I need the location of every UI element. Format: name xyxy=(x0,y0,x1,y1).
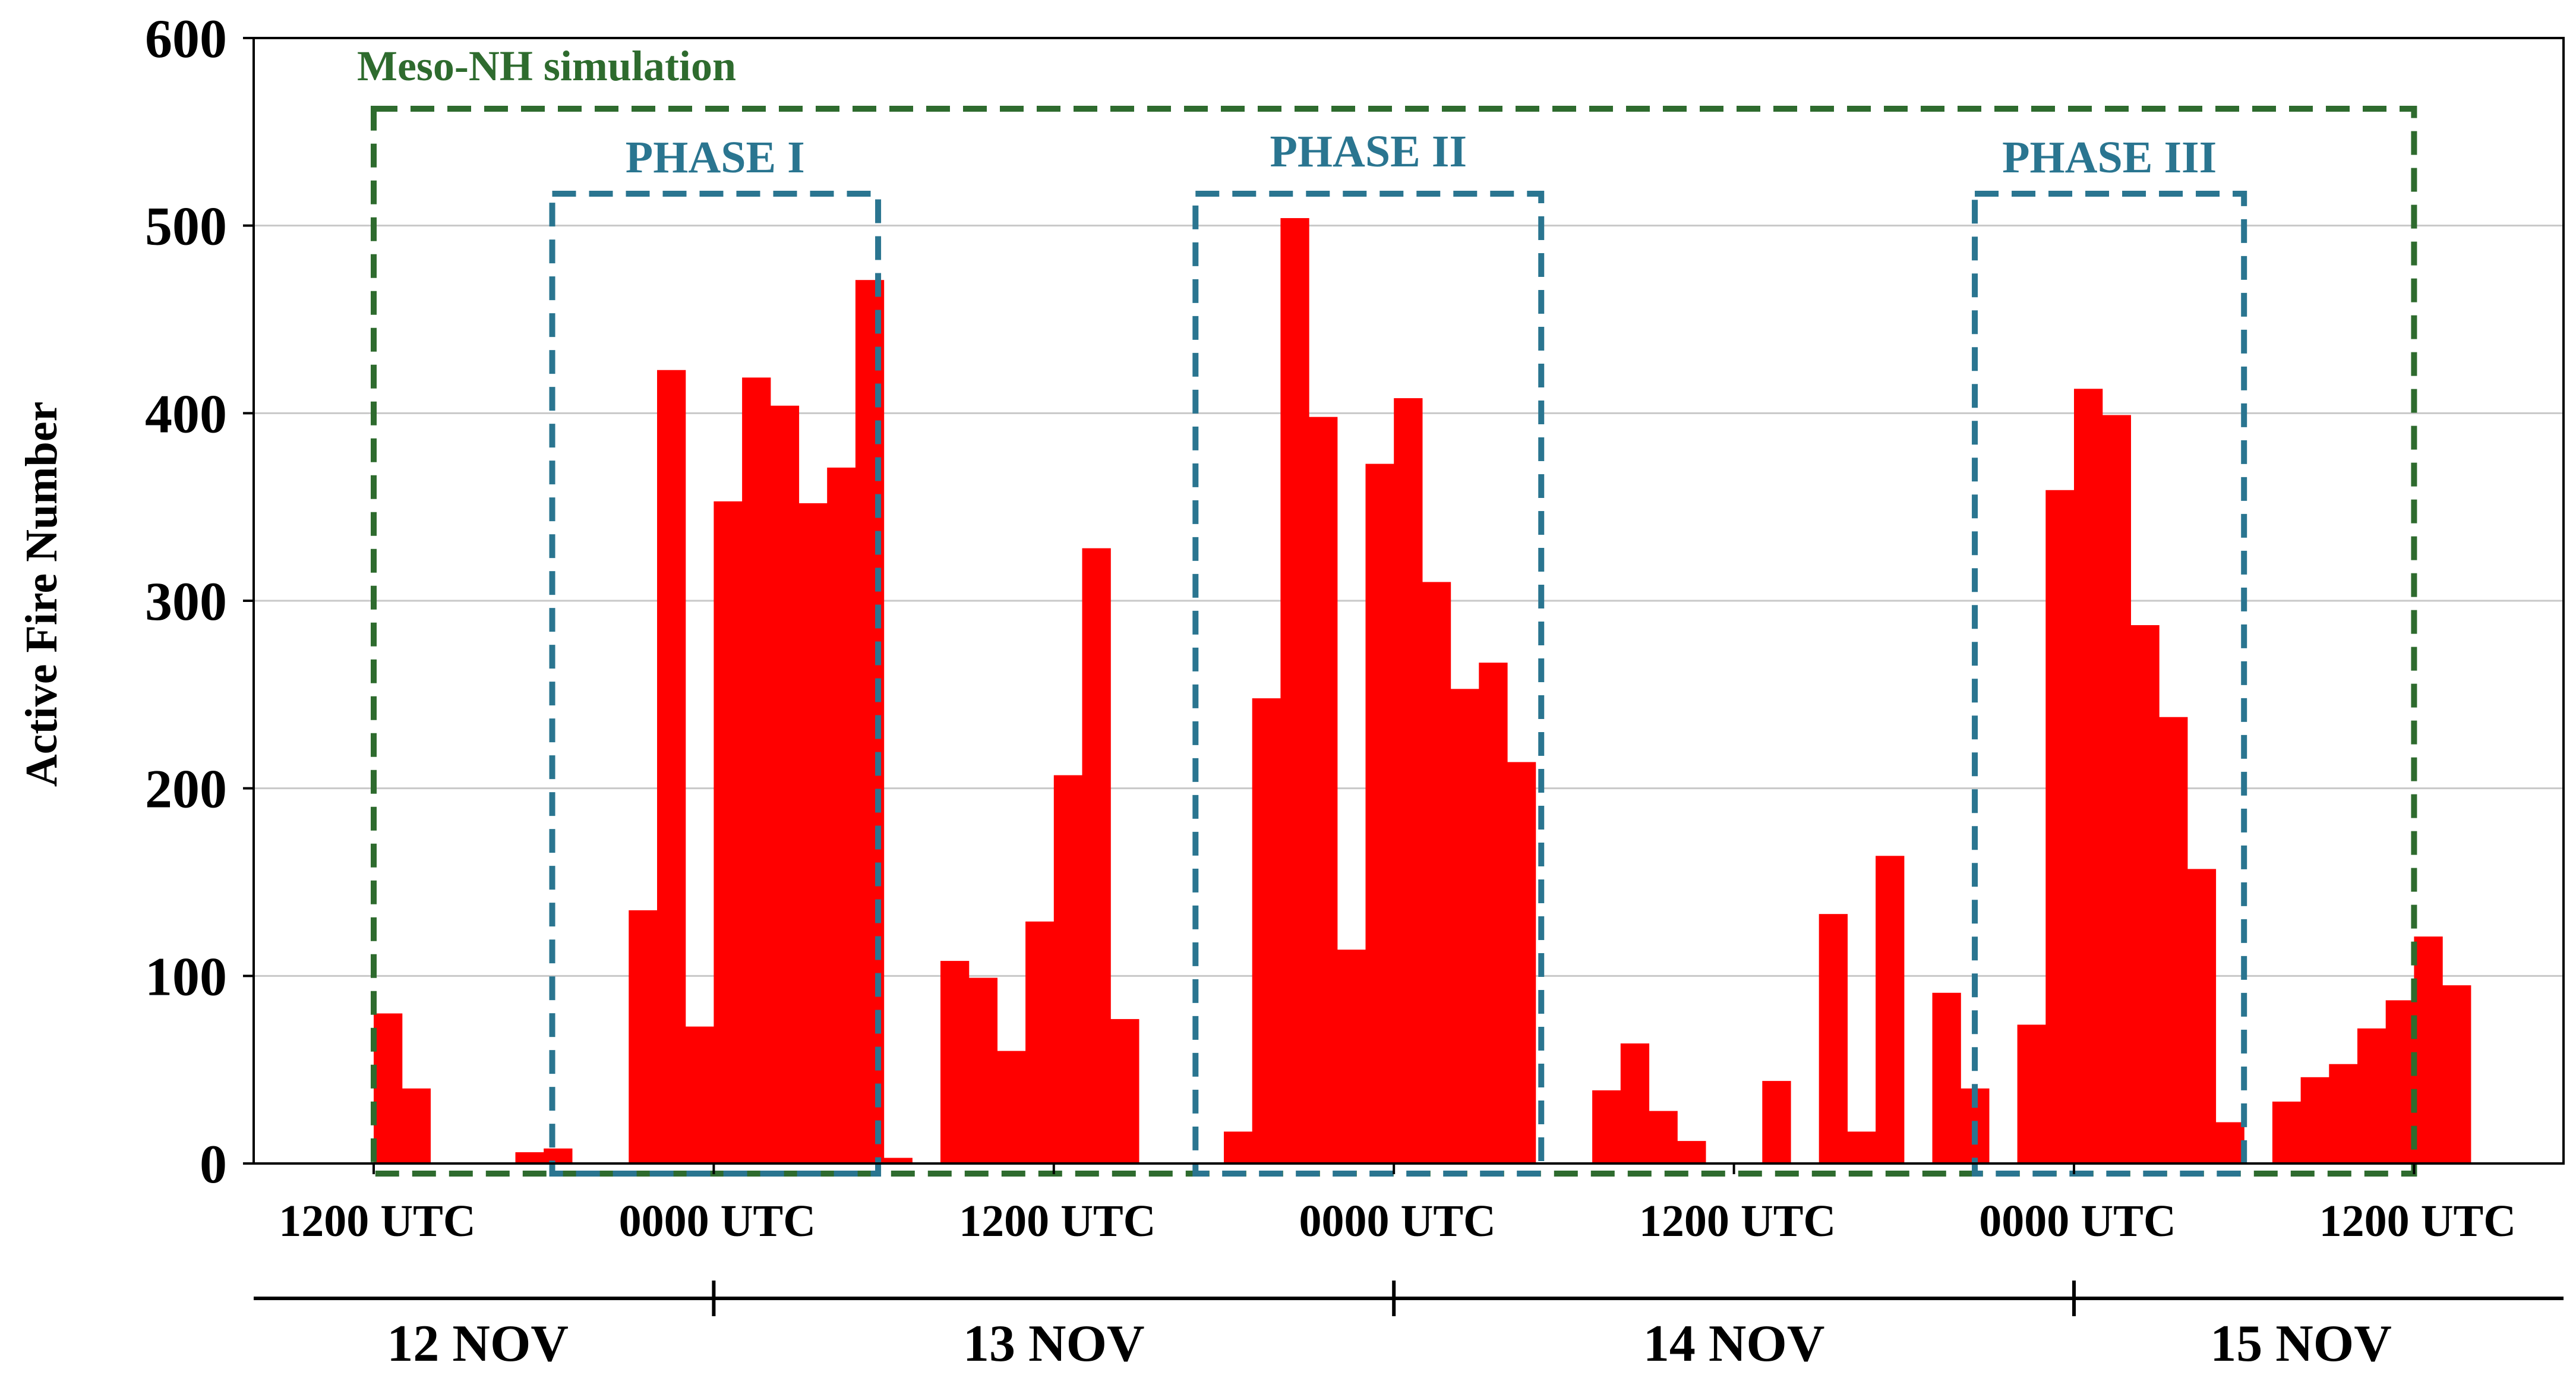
y-tick-label-100: 100 xyxy=(145,946,227,1007)
bar-32 xyxy=(1280,218,1309,1163)
bar-13 xyxy=(742,377,771,1163)
bar-49 xyxy=(1762,1081,1791,1163)
annotation-label-1: PHASE I xyxy=(626,133,805,182)
y-tick-label-600: 600 xyxy=(145,8,227,69)
y-tick-label-500: 500 xyxy=(145,196,227,257)
bar-6 xyxy=(544,1148,573,1163)
x-tick-label-5: 0000 UTC xyxy=(1979,1196,2176,1246)
bar-33 xyxy=(1309,417,1338,1163)
bar-44 xyxy=(1620,1043,1650,1163)
bar-11 xyxy=(685,1026,714,1163)
bar-34 xyxy=(1337,950,1366,1163)
annotation-box-1 xyxy=(549,191,882,1177)
bar-51 xyxy=(1819,914,1848,1163)
bar-63 xyxy=(2159,717,2188,1163)
bar-59 xyxy=(2045,490,2075,1164)
annotation-boxes: Meso-NH simulation PHASE I PHASE II PHASE I… xyxy=(357,42,2417,1177)
bar-18 xyxy=(883,1158,913,1163)
day-label-1: 13 NOV xyxy=(963,1315,1145,1373)
bar-23 xyxy=(1025,921,1055,1163)
day-label-2: 14 NOV xyxy=(1643,1315,1825,1373)
y-tick-label-200: 200 xyxy=(145,759,227,819)
bar-39 xyxy=(1479,663,1508,1163)
x-tick-label-3: 0000 UTC xyxy=(1299,1196,1495,1246)
annotation-label-0: Meso-NH simulation xyxy=(357,42,736,90)
bar-52 xyxy=(1847,1131,1876,1163)
bar-67 xyxy=(2272,1101,2302,1163)
bar-55 xyxy=(1932,992,1961,1163)
day-label-0: 12 NOV xyxy=(387,1315,569,1373)
annotation-label-2: PHASE II xyxy=(1270,127,1467,176)
bar-46 xyxy=(1677,1141,1706,1163)
bars-group xyxy=(374,218,2471,1164)
y-tick-labels: 0 100 200 300 400 500 600 xyxy=(145,8,227,1194)
bar-26 xyxy=(1110,1018,1139,1163)
x-tick-label-0: 1200 UTC xyxy=(279,1196,475,1246)
bar-64 xyxy=(2187,869,2217,1163)
bar-38 xyxy=(1450,689,1479,1163)
bar-69 xyxy=(2329,1064,2358,1163)
bar-36 xyxy=(1394,398,1423,1163)
bar-43 xyxy=(1592,1090,1621,1163)
bar-24 xyxy=(1053,775,1083,1163)
annotation-box-0 xyxy=(371,106,2417,1177)
x-tick-labels: 1200 UTC 0000 UTC 1200 UTC 0000 UTC 1200 UTC… xyxy=(279,1196,2516,1246)
bar-12 xyxy=(714,501,743,1163)
day-axis: 12 NOV 13 NOV 14 NOV 15 NOV xyxy=(254,1281,2564,1373)
bar-16 xyxy=(827,467,856,1163)
bar-71 xyxy=(2385,1000,2414,1163)
bar-30 xyxy=(1224,1131,1253,1163)
bar-22 xyxy=(997,1051,1026,1163)
bar-21 xyxy=(968,977,997,1163)
bar-5 xyxy=(515,1152,544,1163)
bar-60 xyxy=(2074,389,2103,1164)
bar-35 xyxy=(1365,463,1394,1163)
bar-15 xyxy=(798,503,828,1164)
bar-20 xyxy=(940,961,970,1163)
axes-group xyxy=(243,37,2565,1174)
y-tick-label-400: 400 xyxy=(145,383,227,444)
bar-25 xyxy=(1082,548,1111,1164)
y-tick-label-0: 0 xyxy=(200,1134,227,1194)
bar-72 xyxy=(2414,936,2443,1163)
annotation-label-3: PHASE III xyxy=(2002,133,2217,182)
x-tick-label-2: 1200 UTC xyxy=(959,1196,1156,1246)
bar-0 xyxy=(374,1013,403,1163)
bar-9 xyxy=(629,910,658,1163)
bar-73 xyxy=(2442,985,2471,1163)
x-tick-label-4: 1200 UTC xyxy=(1639,1196,1836,1246)
x-tick-label-6: 1200 UTC xyxy=(2319,1196,2516,1246)
y-axis-label: Active Fire Number xyxy=(17,402,67,787)
bar-14 xyxy=(770,405,800,1163)
bar-37 xyxy=(1422,582,1451,1163)
bar-70 xyxy=(2357,1028,2386,1163)
bar-40 xyxy=(1507,762,1536,1163)
bar-31 xyxy=(1252,698,1281,1163)
bar-10 xyxy=(657,370,686,1163)
day-label-3: 15 NOV xyxy=(2210,1315,2392,1373)
x-tick-label-1: 0000 UTC xyxy=(619,1196,816,1246)
y-tick-label-300: 300 xyxy=(145,571,227,632)
bar-62 xyxy=(2130,625,2160,1163)
bar-61 xyxy=(2102,415,2131,1163)
bar-53 xyxy=(1876,856,1905,1163)
annotation-box-3 xyxy=(1972,191,2247,1177)
bar-1 xyxy=(402,1088,431,1163)
bar-58 xyxy=(2017,1024,2046,1163)
bar-65 xyxy=(2215,1122,2244,1163)
bar-68 xyxy=(2300,1077,2329,1163)
bar-45 xyxy=(1649,1111,1678,1163)
